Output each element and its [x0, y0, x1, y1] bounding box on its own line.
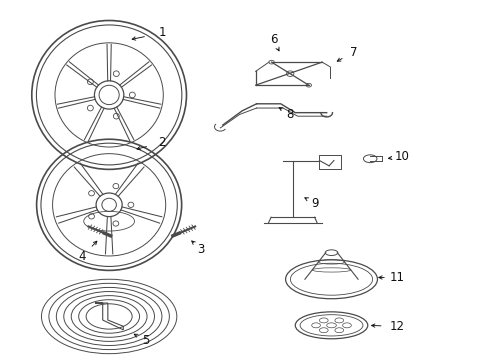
Text: 6: 6 [269, 33, 277, 46]
Text: 2: 2 [158, 136, 166, 149]
Text: 5: 5 [142, 334, 149, 347]
Text: 8: 8 [286, 108, 293, 121]
Text: 11: 11 [388, 271, 404, 284]
Text: 12: 12 [388, 320, 404, 333]
Text: 1: 1 [158, 26, 166, 39]
Text: 10: 10 [393, 150, 408, 163]
Text: 4: 4 [79, 250, 86, 263]
Text: 7: 7 [349, 46, 356, 59]
Text: 3: 3 [197, 243, 204, 256]
Text: 9: 9 [310, 197, 318, 210]
